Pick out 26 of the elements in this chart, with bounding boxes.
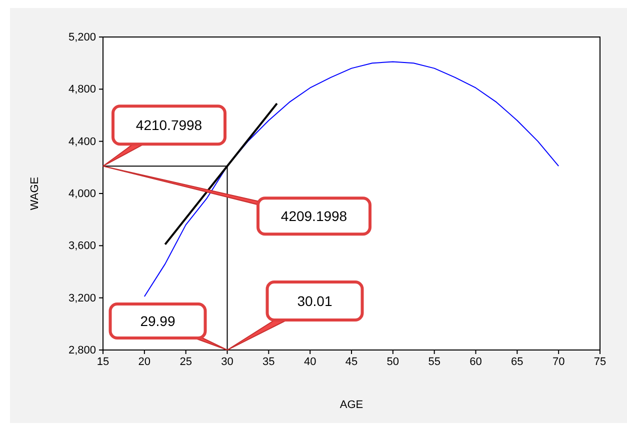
x-tick-label: 25 <box>180 356 192 368</box>
annotation: 29.99 <box>140 313 176 329</box>
y-axis-title: WAGE <box>29 176 41 210</box>
y-tick-label: 3,200 <box>68 292 96 304</box>
annotation: 4210.7998 <box>136 117 202 134</box>
x-tick-label: 20 <box>138 356 151 368</box>
x-tick-label: 50 <box>386 356 400 368</box>
x-tick-label: 60 <box>470 356 482 368</box>
x-tick-label: 15 <box>96 356 110 368</box>
y-tick-label: 4,000 <box>68 188 96 200</box>
y-tick-label: 3,600 <box>68 240 96 252</box>
annotation: 30.01 <box>297 293 332 309</box>
annotation: 4209.1998 <box>280 208 348 224</box>
x-tick-label: 65 <box>511 356 524 368</box>
y-tick-label: 4,800 <box>68 84 96 96</box>
x-tick-label: 70 <box>552 356 565 368</box>
x-axis-title: AGE <box>340 399 364 411</box>
x-tick-label: 75 <box>594 356 606 368</box>
x-tick-label: 35 <box>262 356 275 368</box>
x-tick-label: 55 <box>428 356 440 368</box>
x-tick-label: 30 <box>221 356 234 368</box>
x-tick-label: 40 <box>304 356 316 368</box>
y-tick-label: 4,400 <box>68 136 96 148</box>
x-tick-label: 45 <box>345 356 358 368</box>
y-tick-label: 5,200 <box>68 32 96 44</box>
y-tick-label: 2,800 <box>68 344 96 357</box>
